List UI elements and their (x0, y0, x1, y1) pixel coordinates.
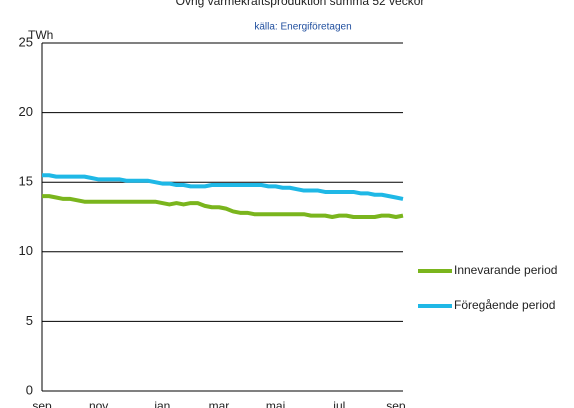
y-tick-label: 20 (19, 104, 33, 119)
series-line (42, 173, 404, 201)
chart-title: Övrig värmekraftsproduktion summa 52 vec… (176, 0, 425, 8)
y-tick-label: 15 (19, 174, 33, 189)
series-line (42, 194, 404, 219)
x-tick-label: maj (266, 399, 285, 408)
x-tick-label: sep (32, 399, 52, 408)
chart-subtitle: källa: Energiföretagen (254, 22, 351, 33)
y-tick-label: 25 (19, 34, 33, 49)
x-tick-label: nov (89, 399, 108, 408)
y-tick-label: 5 (26, 313, 33, 328)
y-tick-label: 0 (26, 382, 33, 397)
x-tick-label: jan (153, 399, 170, 408)
y-tick-label: 10 (19, 243, 33, 258)
y-axis-label: TWh (28, 28, 53, 42)
x-tick-label: jul (332, 399, 345, 408)
x-tick-label: mar (209, 399, 230, 408)
legend-label: Innevarande period (454, 263, 557, 277)
x-tick-label: sep (386, 399, 406, 408)
legend-label: Föregående period (454, 298, 555, 312)
